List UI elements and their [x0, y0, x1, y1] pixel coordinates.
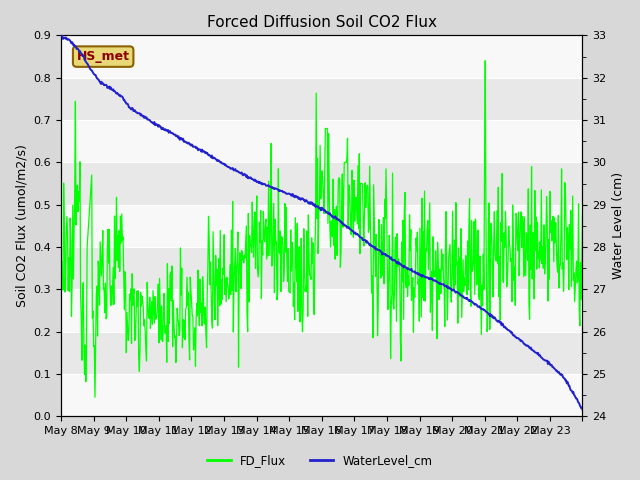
Text: HS_met: HS_met	[77, 50, 130, 63]
Bar	[61, 36, 582, 78]
Bar	[61, 332, 582, 374]
Legend: FD_Flux, WaterLevel_cm: FD_Flux, WaterLevel_cm	[202, 449, 438, 472]
Bar	[61, 205, 582, 247]
Bar	[61, 247, 582, 289]
Bar	[61, 289, 582, 332]
Y-axis label: Water Level (cm): Water Level (cm)	[612, 172, 625, 279]
Bar	[61, 162, 582, 205]
Bar	[61, 78, 582, 120]
Y-axis label: Soil CO2 Flux (umol/m2/s): Soil CO2 Flux (umol/m2/s)	[15, 144, 28, 307]
Bar	[61, 120, 582, 162]
Bar	[61, 374, 582, 417]
Title: Forced Diffusion Soil CO2 Flux: Forced Diffusion Soil CO2 Flux	[207, 15, 436, 30]
